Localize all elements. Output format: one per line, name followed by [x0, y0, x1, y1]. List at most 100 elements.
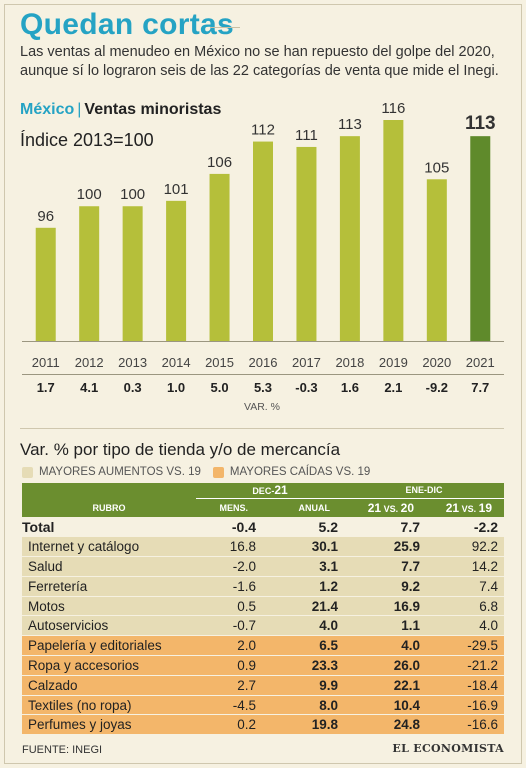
bar-value-label: 100: [120, 186, 145, 203]
cell-mens: 0.9: [196, 655, 262, 676]
cell-anual: 19.8: [262, 714, 344, 736]
cell-mens: 2.7: [196, 675, 262, 696]
section-country: México: [20, 101, 75, 118]
cell-v19: -18.4: [426, 675, 504, 696]
col-group-enedic: ENE-DIC: [344, 483, 504, 499]
bar-value-label: 101: [164, 181, 189, 198]
section-separator: |: [77, 101, 82, 118]
cell-v20: 4.0: [344, 635, 426, 657]
cell-rubro: Internet y catálogo: [22, 536, 196, 558]
col-group-dec-year: 21: [274, 483, 288, 498]
var-pct-label: 5.0: [211, 380, 229, 395]
col-21-vs-20-a: 21: [367, 500, 382, 515]
brand-logo: EL ECONOMISTA: [392, 742, 504, 755]
legend-swatch-decrease: [212, 466, 224, 478]
var-pct-label: 7.7: [471, 380, 489, 395]
bar-chart: 96 2011 1.7 100 2012 4.1 100 2013 0.3 101 2014 1.0 1…: [22, 100, 504, 413]
cell-rubro: Total: [22, 517, 196, 537]
legend-item-increase: MAYORES AUMENTOS VS. 19: [22, 466, 201, 478]
cell-v19: 7.4: [426, 576, 504, 597]
col-rubro: RUBRO: [22, 483, 196, 517]
table-row-total: Total -0.4 5.2 7.7 -2.2: [22, 517, 504, 537]
cell-v20: 7.7: [344, 517, 426, 537]
table-title: Var. % por tipo de tienda y/o de mercanc…: [20, 440, 341, 459]
var-pct-label: 4.1: [80, 380, 98, 395]
cell-v20: 22.1: [344, 675, 426, 696]
bar-value-label: 112: [251, 122, 275, 139]
cell-rubro: Perfumes y joyas: [22, 714, 196, 736]
legend-label-increase: MAYORES AUMENTOS VS. 19: [39, 466, 201, 478]
legend-item-decrease: MAYORES CAÍDAS VS. 19: [212, 466, 370, 478]
col-21-vs-19-b: 19: [478, 500, 492, 515]
cell-rubro: Salud: [22, 556, 196, 577]
table-row: Calzado 2.7 9.9 22.1 -18.4: [22, 675, 504, 696]
bar-2013: [122, 206, 143, 341]
cell-rubro: Textiles (no ropa): [22, 695, 196, 716]
var-label: VAR. %: [244, 401, 280, 413]
bar-2018: [339, 136, 360, 341]
bar-2014: [166, 200, 187, 341]
table-row: Internet y catálogo 16.8 30.1 25.9 92.2: [22, 536, 504, 558]
table-header-row: MENS. ANUAL 21 VS. 20 21 VS. 19: [22, 498, 504, 517]
var-pct-label: 2.1: [384, 380, 402, 395]
cell-v19: -16.6: [426, 714, 504, 736]
table-row: Ropa y accesorios 0.9 23.3 26.0 -21.2: [22, 655, 504, 676]
table-row: Autoservicios -0.7 4.0 1.1 4.0: [22, 615, 504, 637]
table-row: Ferretería -1.6 1.2 9.2 7.4: [22, 576, 504, 597]
var-pct-label: -9.2: [426, 380, 448, 395]
cell-anual: 21.4: [262, 596, 344, 617]
cell-v19: -29.5: [426, 635, 504, 657]
x-tick-label: 2017: [292, 355, 321, 370]
col-group-dec-prefix: DEC-: [252, 486, 275, 497]
cell-v20: 10.4: [344, 695, 426, 716]
col-anual: ANUAL: [262, 498, 344, 517]
section-divider: [20, 428, 504, 429]
x-tick-label: 2021: [466, 355, 495, 370]
table-row: Perfumes y joyas 0.2 19.8 24.8 -16.6: [22, 714, 504, 736]
cell-rubro: Motos: [22, 596, 196, 617]
page-title: Quedan cortas: [20, 8, 234, 41]
cell-anual: 1.2: [262, 576, 344, 597]
cell-v20: 16.9: [344, 596, 426, 617]
var-pct-label: 1.6: [341, 380, 359, 395]
col-mens: MENS.: [196, 498, 262, 517]
cell-anual: 5.2: [262, 517, 344, 537]
cell-mens: -1.6: [196, 576, 262, 597]
cell-anual: 9.9: [262, 675, 344, 696]
section-name: Ventas minoristas: [84, 101, 222, 118]
bar-value-label: 105: [424, 159, 449, 176]
x-tick-label: 2016: [249, 355, 278, 370]
col-21-vs-19-vs: VS.: [461, 503, 477, 514]
cell-anual: 8.0: [262, 695, 344, 716]
var-pct-label: -0.3: [295, 380, 317, 395]
cell-v20: 1.1: [344, 615, 426, 637]
x-tick-label: 2019: [379, 355, 408, 370]
col-group-dec: DEC-21: [196, 483, 344, 499]
x-tick-label: 2015: [205, 355, 234, 370]
bar-2017: [296, 146, 317, 341]
cell-rubro: Calzado: [22, 675, 196, 696]
cell-mens: 16.8: [196, 536, 262, 558]
x-tick-label: 2011: [32, 355, 60, 370]
cell-v20: 26.0: [344, 655, 426, 676]
bar-2021: [470, 136, 491, 341]
bar-2020: [426, 179, 447, 341]
col-21-vs-19-a: 21: [445, 500, 460, 515]
col-21-vs-20: 21 VS. 20: [344, 498, 426, 517]
x-tick-label: 2018: [335, 355, 364, 370]
cell-mens: 2.0: [196, 635, 262, 657]
cell-v20: 24.8: [344, 714, 426, 736]
x-tick-label: 2012: [75, 355, 104, 370]
cell-mens: -2.0: [196, 556, 262, 577]
cell-anual: 23.3: [262, 655, 344, 676]
bar-value-label: 106: [207, 154, 232, 171]
cell-anual: 30.1: [262, 536, 344, 558]
cell-v19: 92.2: [426, 536, 504, 558]
bar-value-label: 96: [37, 208, 54, 225]
bar-2019: [383, 120, 404, 341]
cell-mens: 0.2: [196, 714, 262, 736]
table-row: Textiles (no ropa) -4.5 8.0 10.4 -16.9: [22, 695, 504, 716]
page-subtitle: Las ventas al menudeo en México no se ha…: [20, 44, 499, 79]
bar-value-label: 100: [77, 186, 102, 203]
cell-rubro: Ferretería: [22, 576, 196, 597]
